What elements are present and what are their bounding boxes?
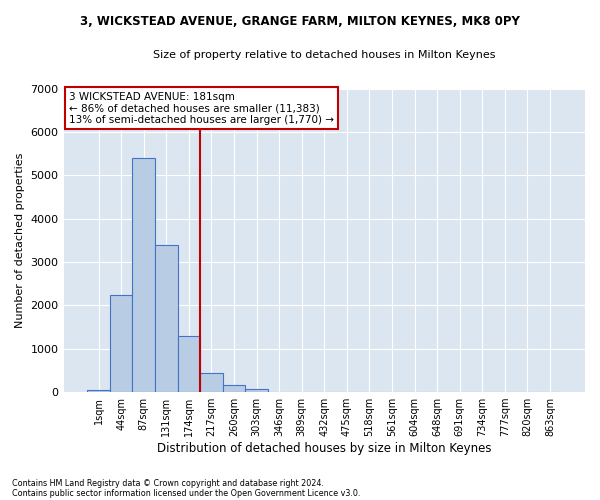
Text: Contains HM Land Registry data © Crown copyright and database right 2024.: Contains HM Land Registry data © Crown c… <box>12 478 324 488</box>
Text: 3 WICKSTEAD AVENUE: 181sqm
← 86% of detached houses are smaller (11,383)
13% of : 3 WICKSTEAD AVENUE: 181sqm ← 86% of deta… <box>69 92 334 125</box>
Bar <box>178 336 200 392</box>
Bar <box>155 244 178 392</box>
Bar <box>200 374 223 392</box>
Bar <box>87 390 110 392</box>
X-axis label: Distribution of detached houses by size in Milton Keynes: Distribution of detached houses by size … <box>157 442 491 455</box>
Bar <box>133 158 155 392</box>
Bar <box>110 294 133 392</box>
Y-axis label: Number of detached properties: Number of detached properties <box>15 152 25 328</box>
Title: Size of property relative to detached houses in Milton Keynes: Size of property relative to detached ho… <box>153 50 496 60</box>
Bar <box>245 388 268 392</box>
Text: Contains public sector information licensed under the Open Government Licence v3: Contains public sector information licen… <box>12 488 361 498</box>
Bar <box>223 385 245 392</box>
Text: 3, WICKSTEAD AVENUE, GRANGE FARM, MILTON KEYNES, MK8 0PY: 3, WICKSTEAD AVENUE, GRANGE FARM, MILTON… <box>80 15 520 28</box>
